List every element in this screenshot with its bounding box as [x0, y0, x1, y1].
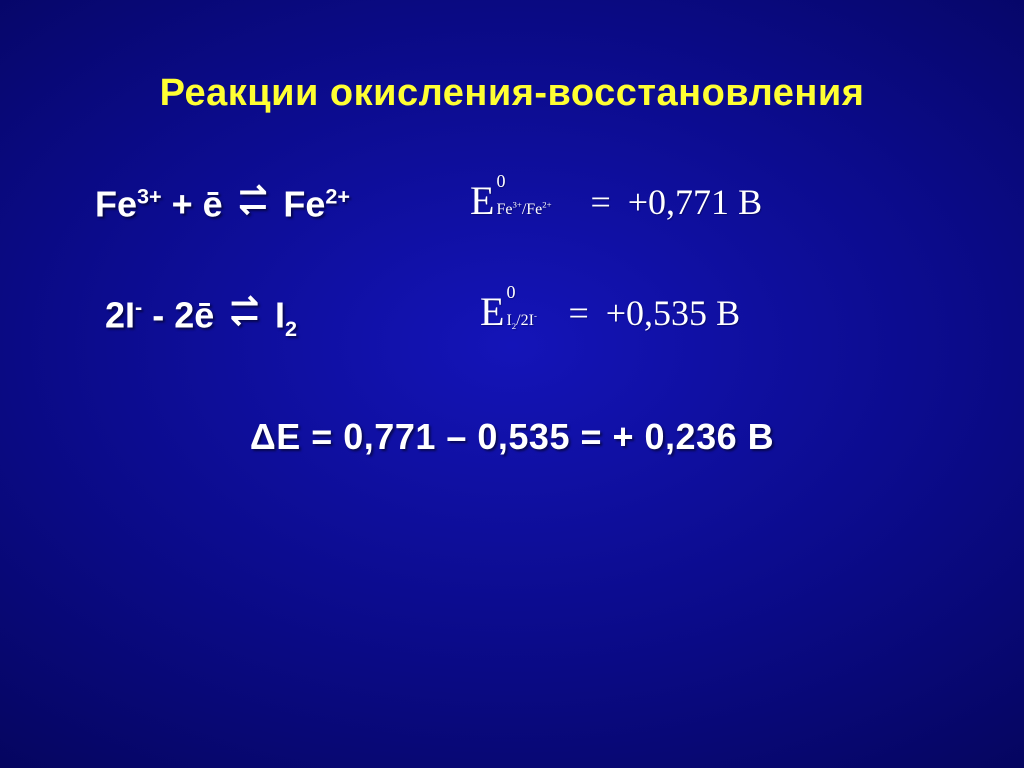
subscript-2: 2	[285, 316, 297, 341]
species-i2: I	[275, 294, 285, 335]
delta-label: ΔЕ	[250, 416, 301, 457]
potential-1: E 0 Fe3+/Fe2+ = +0,771 В	[470, 177, 1024, 224]
reaction-row-1: Fe3+ + ē ⇀↽ Fe2+ E 0 Fe3+/Fe2+ = +0,771 …	[0, 175, 1024, 226]
minus-2electron: - 2ē	[142, 294, 224, 335]
delta-expression: = 0,771 – 0,535 = + 0,236 В	[301, 416, 774, 457]
species-fe2: Fe	[283, 184, 325, 225]
content-area: Fe3+ + ē ⇀↽ Fe2+ E 0 Fe3+/Fe2+ = +0,771 …	[0, 175, 1024, 458]
E-couple-1: Fe3+/Fe2+	[496, 201, 551, 219]
half-reaction-2: 2I- - 2ē ⇀↽ I2	[0, 286, 470, 337]
equilibrium-arrow-2: ⇀↽	[230, 286, 259, 336]
half-reaction-1: Fe3+ + ē ⇀↽ Fe2+	[0, 175, 470, 226]
charge-3plus: 3+	[137, 184, 162, 209]
E-unit-1: В	[738, 182, 762, 222]
E-symbol-1: E 0 Fe3+/Fe2+	[470, 177, 494, 224]
E-unit-2: В	[716, 293, 740, 333]
species-fe3: Fe	[95, 184, 137, 225]
plus-electron-1: + ē	[162, 184, 233, 225]
charge-2plus: 2+	[325, 184, 350, 209]
species-2i: 2I	[105, 294, 135, 335]
reaction-row-2: 2I- - 2ē ⇀↽ I2 E 0 I2/2I- = +0,535 В	[0, 286, 1024, 337]
E-value-1: +0,771	[628, 182, 729, 222]
potential-2: E 0 I2/2I- = +0,535 В	[470, 288, 1024, 335]
equilibrium-arrow-1: ⇀↽	[239, 175, 268, 225]
slide-title: Реакции окисления-восстановления	[0, 72, 1024, 115]
E-value-2: +0,535	[606, 293, 707, 333]
delta-E-result: ΔЕ = 0,771 – 0,535 = + 0,236 В	[0, 416, 1024, 458]
E-symbol-2: E 0 I2/2I-	[480, 288, 504, 335]
slide: Реакции окисления-восстановления Fe3+ + …	[0, 0, 1024, 768]
E-couple-2: I2/2I-	[506, 312, 536, 330]
